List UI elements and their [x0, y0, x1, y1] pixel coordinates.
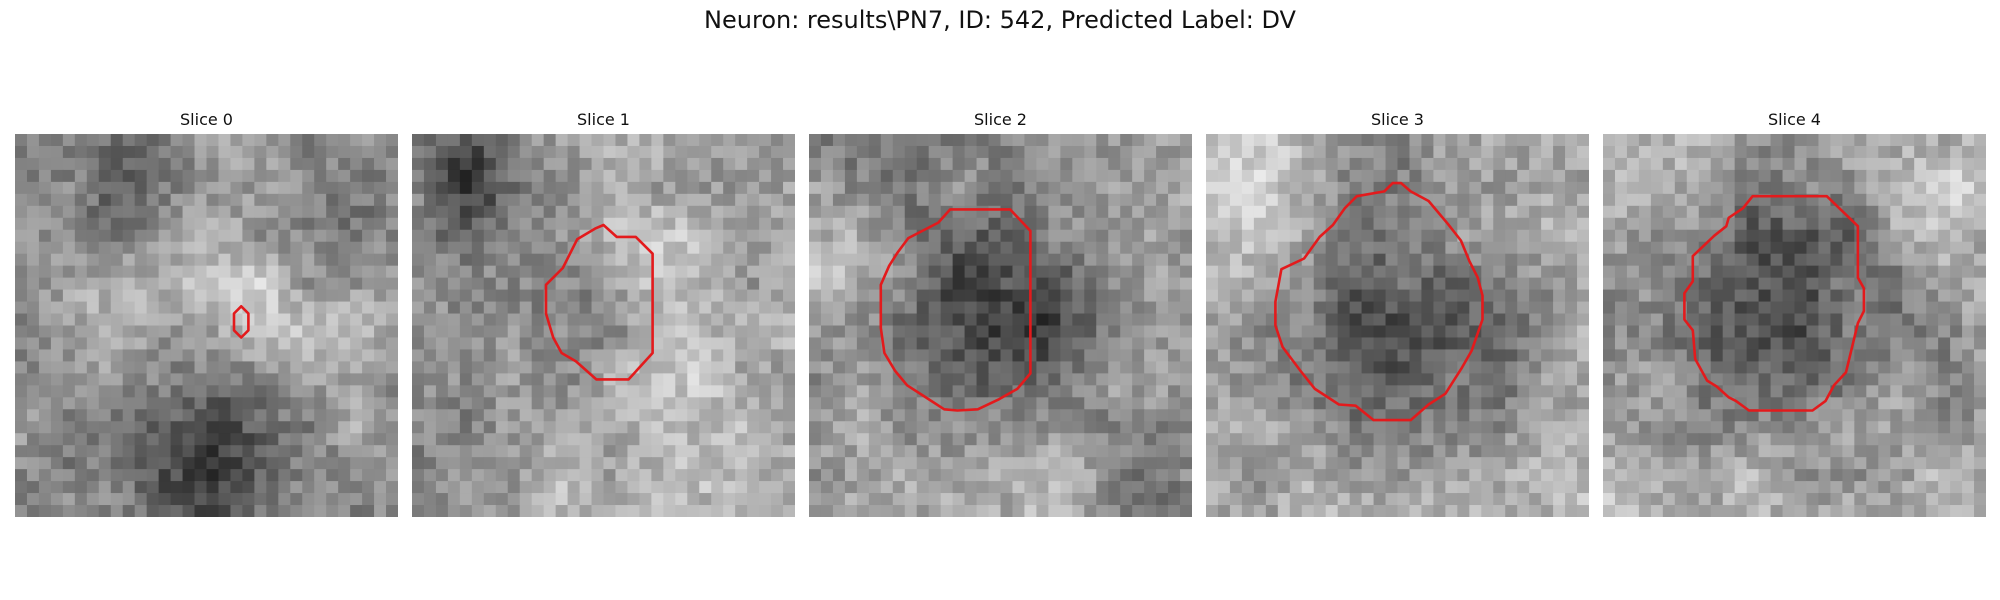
figure-title: Neuron: results\PN7, ID: 542, Predicted …: [704, 6, 1296, 34]
slice-3-image: [1206, 134, 1589, 517]
slice-title: Slice 4: [1768, 110, 1821, 129]
slice-1-image: [412, 134, 795, 517]
segmentation-contour: [544, 223, 654, 381]
slice-image: [809, 134, 1192, 517]
slice-2-image: [809, 134, 1192, 517]
slice-image: [1603, 134, 1986, 517]
segmentation-contour: [232, 305, 250, 339]
segmentation-contour: [1683, 194, 1866, 412]
segmentation-contour: [1274, 181, 1484, 422]
slice-panel-4: Slice 4: [1603, 108, 1986, 517]
slice-panel-2: Slice 2: [809, 108, 1192, 517]
slice-4-image: [1603, 134, 1986, 517]
slice-panel-1: Slice 1: [412, 108, 795, 517]
segmentation-contour: [879, 208, 1032, 412]
slice-0-image: [15, 134, 398, 517]
slice-image: [1206, 134, 1589, 517]
slice-title: Slice 3: [1371, 110, 1424, 129]
slice-image: [412, 134, 795, 517]
slice-image: [15, 134, 398, 517]
slice-title: Slice 1: [577, 110, 630, 129]
slice-title: Slice 0: [180, 110, 233, 129]
slice-title: Slice 2: [974, 110, 1027, 129]
slice-panel-0: Slice 0: [15, 108, 398, 517]
slice-panel-3: Slice 3: [1206, 108, 1589, 517]
